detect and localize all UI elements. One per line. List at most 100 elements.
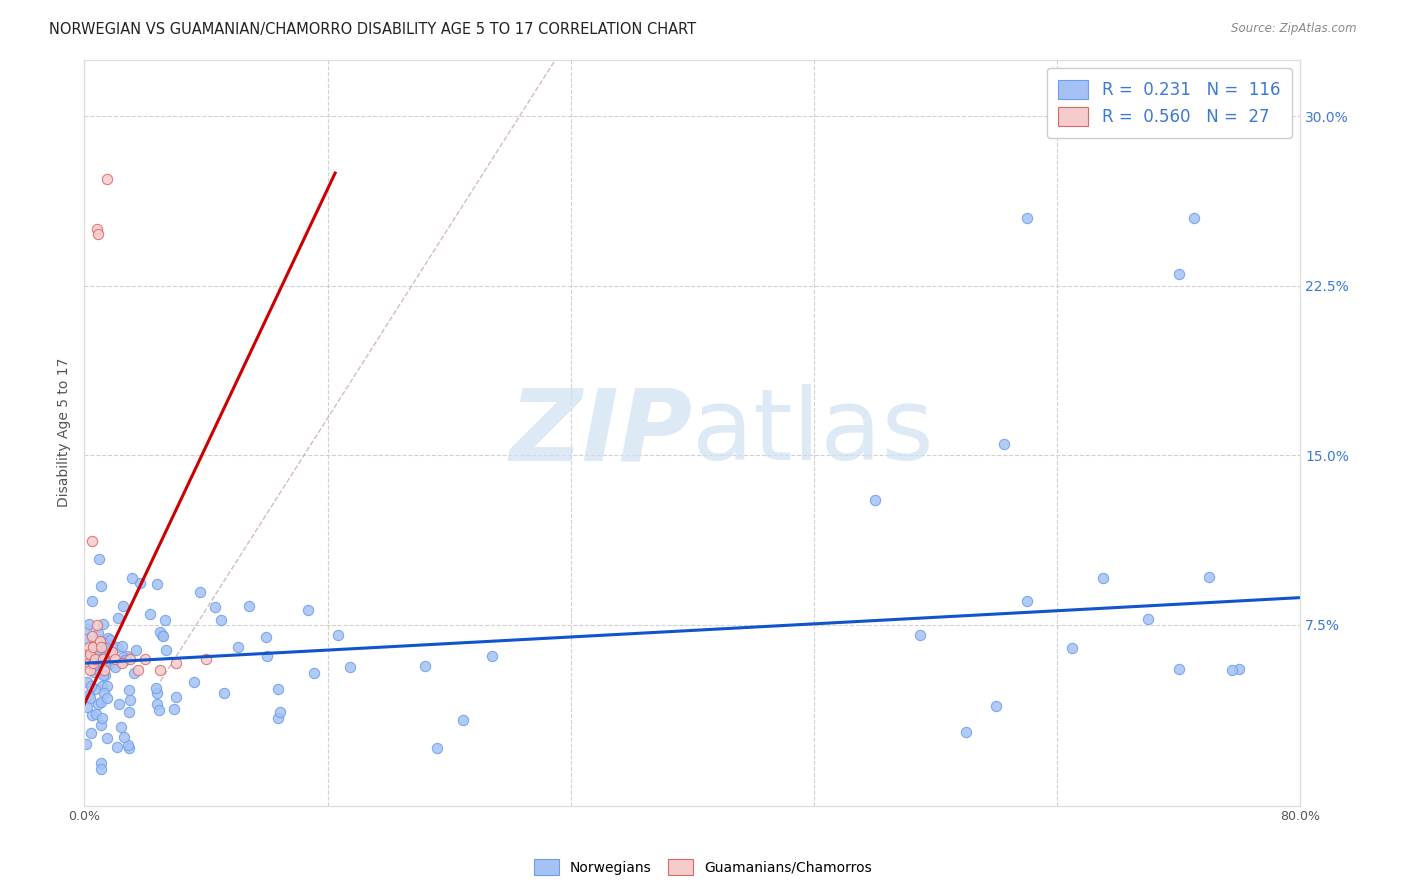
Text: ZIP: ZIP bbox=[509, 384, 692, 481]
Point bbox=[1227, 662, 1250, 676]
Text: atlas: atlas bbox=[692, 384, 934, 481]
Point bbox=[481, 649, 503, 664]
Point bbox=[426, 741, 449, 756]
Point bbox=[122, 666, 145, 681]
Point bbox=[110, 720, 132, 734]
Point bbox=[111, 649, 134, 664]
Y-axis label: Disability Age 5 to 17: Disability Age 5 to 17 bbox=[58, 358, 72, 508]
Point bbox=[105, 740, 128, 755]
Point bbox=[76, 632, 98, 646]
Point bbox=[86, 626, 108, 640]
Point bbox=[204, 599, 226, 614]
Point bbox=[77, 688, 100, 702]
Point bbox=[84, 651, 107, 665]
Point bbox=[75, 622, 97, 636]
Point bbox=[89, 633, 111, 648]
Point bbox=[115, 648, 138, 663]
Point bbox=[75, 647, 97, 661]
Point bbox=[149, 624, 172, 639]
Point bbox=[87, 664, 110, 678]
Point bbox=[91, 651, 114, 665]
Point bbox=[155, 614, 177, 628]
Point bbox=[86, 222, 108, 236]
Point bbox=[134, 651, 156, 665]
Point bbox=[111, 639, 134, 653]
Point bbox=[863, 493, 886, 508]
Point bbox=[146, 577, 169, 591]
Point bbox=[79, 663, 101, 677]
Point bbox=[1091, 571, 1114, 585]
Point bbox=[76, 674, 98, 689]
Point bbox=[93, 636, 115, 650]
Point bbox=[1015, 594, 1038, 608]
Point bbox=[80, 534, 103, 549]
Point bbox=[451, 713, 474, 727]
Point bbox=[96, 679, 118, 693]
Point bbox=[90, 756, 112, 770]
Point bbox=[91, 668, 114, 682]
Point bbox=[138, 607, 160, 622]
Point bbox=[97, 631, 120, 645]
Point bbox=[90, 680, 112, 694]
Point bbox=[79, 647, 101, 661]
Point bbox=[226, 640, 249, 655]
Point bbox=[256, 648, 278, 663]
Point bbox=[112, 730, 135, 744]
Point bbox=[96, 690, 118, 705]
Point bbox=[1220, 663, 1243, 677]
Point bbox=[96, 731, 118, 745]
Point bbox=[1167, 662, 1189, 676]
Point bbox=[105, 640, 128, 654]
Point bbox=[96, 640, 118, 655]
Point bbox=[152, 629, 174, 643]
Point bbox=[194, 651, 217, 665]
Point bbox=[297, 602, 319, 616]
Point bbox=[79, 617, 101, 632]
Point bbox=[91, 616, 114, 631]
Text: NORWEGIAN VS GUAMANIAN/CHAMORRO DISABILITY AGE 5 TO 17 CORRELATION CHART: NORWEGIAN VS GUAMANIAN/CHAMORRO DISABILI… bbox=[49, 22, 696, 37]
Point bbox=[190, 585, 212, 599]
Point bbox=[90, 640, 112, 655]
Point bbox=[165, 690, 187, 705]
Point bbox=[90, 579, 112, 593]
Point bbox=[87, 227, 110, 241]
Point bbox=[128, 576, 150, 591]
Point bbox=[83, 681, 105, 696]
Point bbox=[118, 741, 141, 756]
Point bbox=[82, 594, 104, 608]
Point bbox=[94, 656, 117, 670]
Point bbox=[955, 724, 977, 739]
Point bbox=[908, 628, 931, 642]
Point bbox=[107, 611, 129, 625]
Point bbox=[114, 653, 136, 667]
Point bbox=[993, 437, 1015, 451]
Point bbox=[79, 690, 101, 705]
Point bbox=[82, 640, 104, 655]
Point bbox=[121, 571, 143, 585]
Point bbox=[120, 693, 142, 707]
Point bbox=[269, 705, 291, 719]
Point bbox=[212, 686, 235, 700]
Point bbox=[165, 656, 187, 670]
Point bbox=[77, 640, 100, 655]
Point bbox=[238, 599, 260, 614]
Point bbox=[94, 668, 117, 682]
Point bbox=[104, 659, 127, 673]
Point bbox=[163, 702, 186, 716]
Point bbox=[155, 642, 177, 657]
Point bbox=[326, 628, 349, 642]
Legend: R =  0.231   N =  116, R =  0.560   N =  27: R = 0.231 N = 116, R = 0.560 N = 27 bbox=[1046, 68, 1292, 138]
Point bbox=[1167, 268, 1189, 282]
Point bbox=[93, 663, 115, 677]
Point bbox=[80, 708, 103, 723]
Point bbox=[111, 656, 134, 670]
Point bbox=[98, 632, 121, 647]
Point bbox=[80, 629, 103, 643]
Point bbox=[93, 686, 115, 700]
Point bbox=[118, 651, 141, 665]
Point bbox=[1062, 641, 1084, 656]
Point bbox=[124, 643, 146, 657]
Point bbox=[1137, 612, 1160, 626]
Point bbox=[117, 738, 139, 752]
Point bbox=[149, 663, 172, 677]
